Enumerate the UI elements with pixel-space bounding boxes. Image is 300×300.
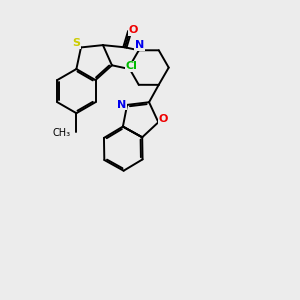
Text: O: O: [158, 114, 167, 124]
Text: N: N: [117, 100, 127, 110]
Text: N: N: [135, 40, 144, 50]
Text: O: O: [128, 25, 138, 35]
Text: CH₃: CH₃: [53, 128, 71, 138]
Text: S: S: [72, 38, 80, 48]
Text: Cl: Cl: [126, 61, 138, 71]
